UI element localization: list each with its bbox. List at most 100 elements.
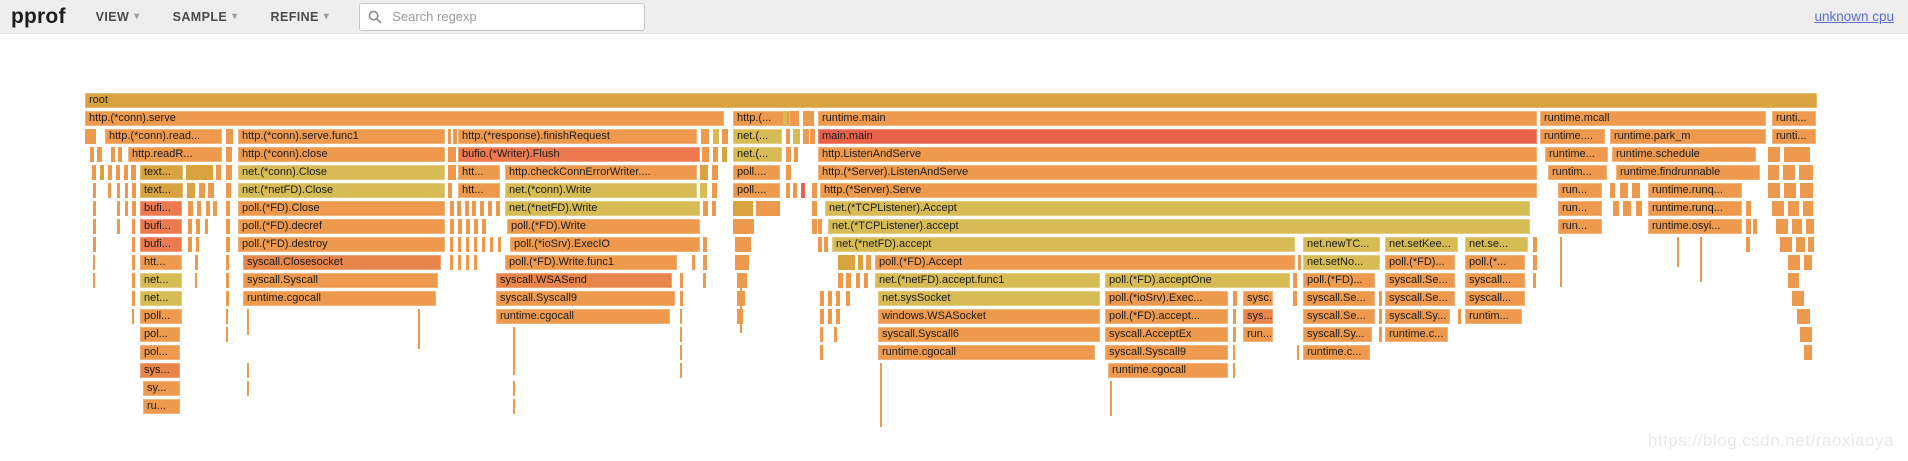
flame-sliver[interactable] — [838, 273, 843, 288]
flame-frame[interactable]: poll.(*FD).Close — [238, 201, 445, 216]
flame-sliver[interactable] — [1533, 237, 1537, 252]
flame-frame[interactable]: bufio.(*Writer).Flush — [458, 147, 700, 162]
flame-sliver[interactable] — [820, 345, 823, 360]
flame-frame[interactable]: http.(*Server).ListenAndServe — [818, 165, 1537, 180]
flame-frame[interactable]: run... — [1558, 183, 1602, 198]
flame-sliver[interactable] — [117, 219, 120, 234]
flame-frame[interactable]: net.(... — [733, 147, 782, 162]
flame-frame[interactable]: runtime.main — [818, 111, 1537, 126]
flame-sliver[interactable] — [812, 219, 817, 234]
flame-sliver[interactable] — [458, 237, 461, 252]
flame-sliver[interactable] — [488, 201, 492, 216]
flame-sliver[interactable] — [1458, 309, 1461, 324]
flame-sliver[interactable] — [1746, 219, 1751, 234]
flame-sliver[interactable] — [132, 237, 135, 252]
flame-frame[interactable]: poll.(*FD).decref — [238, 219, 445, 234]
flame-sliver[interactable] — [680, 363, 682, 378]
flame-sliver[interactable] — [700, 183, 707, 198]
menu-refine[interactable]: REFINE ▾ — [271, 10, 330, 24]
flame-sliver[interactable] — [786, 129, 790, 144]
flame-sliver[interactable] — [864, 273, 868, 288]
flame-sliver[interactable] — [828, 291, 832, 306]
flame-frame[interactable]: syscall.AcceptEx — [1105, 327, 1228, 342]
flame-frame[interactable]: syscall.WSASend — [496, 273, 672, 288]
flame-sliver[interactable] — [820, 327, 823, 342]
flame-sliver[interactable] — [247, 363, 249, 378]
flame-sliver[interactable] — [448, 165, 456, 180]
flame-frame[interactable]: bufi... — [140, 201, 182, 216]
flame-sliver[interactable] — [756, 201, 780, 216]
flame-sliver[interactable] — [818, 219, 822, 234]
flame-frame[interactable]: runtime.schedule — [1612, 147, 1756, 162]
flame-sliver[interactable] — [700, 165, 708, 180]
flame-frame[interactable]: pol... — [140, 327, 180, 342]
flame-frame[interactable]: windows.WSASocket — [878, 309, 1100, 324]
flame-frame[interactable]: net.(... — [733, 129, 782, 144]
flame-sliver[interactable] — [783, 111, 787, 126]
flame-frame[interactable]: net.setNo... — [1303, 255, 1380, 270]
flame-sliver[interactable] — [226, 183, 231, 198]
flame-frame[interactable]: run... — [1558, 219, 1602, 234]
flame-frame[interactable]: syscall.Se... — [1303, 291, 1375, 306]
flame-frame[interactable]: net.(*netFD).Close — [238, 183, 445, 198]
flame-sliver[interactable] — [1623, 201, 1631, 216]
flame-frame[interactable]: net.(*netFD).accept.func1 — [875, 273, 1100, 288]
flame-frame[interactable]: syscall... — [1465, 273, 1525, 288]
flame-sliver[interactable] — [1800, 327, 1812, 342]
flame-frame[interactable]: runti... — [1772, 111, 1816, 126]
flame-frame[interactable]: poll.(*ioSrv).ExecIO — [510, 237, 700, 252]
flame-frame[interactable]: run... — [1558, 201, 1602, 216]
flame-sliver[interactable] — [118, 147, 122, 162]
flame-sliver[interactable] — [132, 183, 136, 198]
flame-frame[interactable]: poll.(*ioSrv).Exec... — [1105, 291, 1228, 306]
flame-sliver[interactable] — [226, 147, 232, 162]
flame-frame[interactable]: syscall.Syscall6 — [878, 327, 1100, 342]
flame-frame[interactable]: poll.... — [733, 165, 780, 180]
flame-sliver[interactable] — [1806, 219, 1814, 234]
flame-frame[interactable]: http.(*conn).serve — [85, 111, 724, 126]
flame-frame[interactable]: syscall.Sy... — [1303, 327, 1372, 342]
flame-frame[interactable]: net.(*netFD).Write — [505, 201, 700, 216]
flame-frame[interactable]: poll.(*FD).Write — [507, 219, 700, 234]
flame-sliver[interactable] — [226, 255, 229, 270]
flame-frame[interactable]: syscall.Closesocket — [243, 255, 441, 270]
flame-sliver[interactable] — [474, 219, 478, 234]
flame-frame[interactable]: http.(... — [733, 111, 790, 126]
flame-frame[interactable]: http.checkConnErrorWriter.... — [505, 165, 697, 180]
flame-sliver[interactable] — [1792, 219, 1802, 234]
flame-sliver[interactable] — [846, 291, 850, 306]
flame-sliver[interactable] — [801, 183, 805, 198]
flame-sliver[interactable] — [196, 237, 199, 252]
flame-frame[interactable]: htt... — [458, 183, 500, 198]
flame-sliver[interactable] — [498, 237, 501, 252]
flame-sliver[interactable] — [100, 165, 104, 180]
flame-sliver[interactable] — [812, 183, 817, 198]
flame-frame[interactable]: syscall.Syscall9 — [1105, 345, 1228, 360]
flame-frame[interactable]: http.ListenAndServe — [818, 147, 1537, 162]
flame-frame[interactable]: net.(*conn).Write — [505, 183, 697, 198]
flame-sliver[interactable] — [132, 201, 136, 216]
flame-sliver[interactable] — [482, 237, 485, 252]
flame-frame[interactable]: net.(*TCPListener).Accept — [825, 201, 1530, 216]
flame-sliver[interactable] — [790, 111, 799, 126]
flame-frame[interactable]: syscall.Se... — [1385, 291, 1455, 306]
flame-frame[interactable]: sysc... — [1243, 291, 1273, 306]
flame-frame[interactable]: poll.(*... — [1465, 255, 1525, 270]
flame-frame[interactable]: net.(*TCPListener).accept — [828, 219, 1530, 234]
flame-sliver[interactable] — [448, 147, 456, 162]
flame-sliver[interactable] — [90, 147, 94, 162]
flame-sliver[interactable] — [92, 165, 96, 180]
flame-sliver[interactable] — [1297, 345, 1299, 360]
flame-sliver[interactable] — [513, 399, 515, 414]
flame-sliver[interactable] — [474, 255, 477, 270]
flame-sliver[interactable] — [1379, 327, 1382, 342]
flame-sliver[interactable] — [132, 309, 134, 324]
flame-frame[interactable]: runtime.findrunnable — [1616, 165, 1760, 180]
flame-sliver[interactable] — [450, 237, 453, 252]
flame-sliver[interactable] — [702, 147, 709, 162]
flame-sliver[interactable] — [448, 183, 452, 198]
flame-sliver[interactable] — [1796, 237, 1805, 252]
flame-sliver[interactable] — [846, 273, 851, 288]
flame-frame[interactable]: sys... — [140, 363, 180, 378]
flame-sliver[interactable] — [858, 255, 863, 270]
